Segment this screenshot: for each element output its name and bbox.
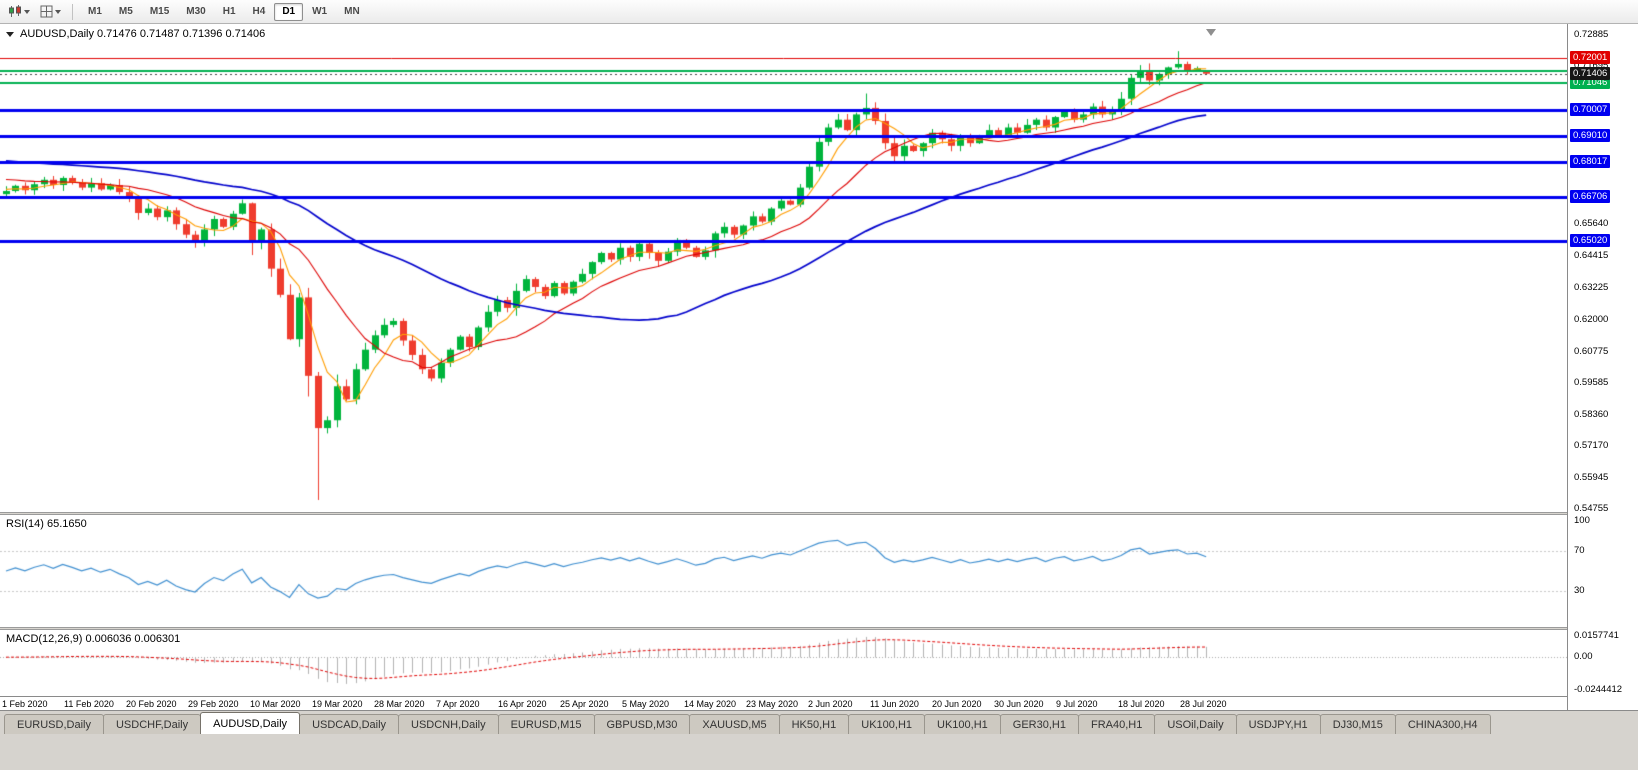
date-axis-label: 20 Feb 2020 (126, 699, 177, 709)
top-toolbar: M1 M5 M15 M30 H1 H4 D1 W1 MN (0, 0, 1638, 24)
price-axis-label: 0.71695 (1574, 60, 1609, 72)
date-axis-label: 10 Mar 2020 (250, 699, 301, 709)
candlestick-chart-icon (9, 5, 21, 17)
toolbar-separator (72, 3, 73, 20)
macd-indicator-label: MACD(12,26,9) 0.006036 0.006301 (6, 633, 181, 645)
date-axis-label: 29 Feb 2020 (188, 699, 239, 709)
tab-3-usdcad-daily[interactable]: USDCAD,Daily (299, 714, 400, 734)
tab-14-usdjpy-h1[interactable]: USDJPY,H1 (1235, 714, 1321, 734)
price-axis-label: 0.63225 (1574, 281, 1609, 293)
price-axis-label: 0.54755 (1574, 502, 1609, 514)
date-axis-label: 7 Apr 2020 (436, 699, 480, 709)
date-axis[interactable]: 1 Feb 2020 11 Feb 2020 20 Feb 2020 29 Feb 2… (0, 696, 1567, 710)
tab-2-audusd-daily[interactable]: AUDUSD,Daily (200, 712, 301, 734)
date-axis-label: 19 Mar 2020 (312, 699, 363, 709)
price-axis[interactable]: 0.72885 0.71695 0.65640 0.64415 0.63225 0.620… (1567, 24, 1638, 710)
date-axis-label: 20 Jun 2020 (932, 699, 982, 709)
price-axis-label: 0.60775 (1574, 345, 1609, 357)
price-axis-label: 0.59585 (1574, 376, 1609, 388)
price-level-badge: 0.68017 (1570, 155, 1611, 169)
tab-15-dj30-m15[interactable]: DJ30,M15 (1319, 714, 1396, 734)
chart-type-button[interactable] (4, 2, 34, 22)
tab-0-eurusd-daily[interactable]: EURUSD,Daily (4, 714, 104, 734)
price-axis-label: 0.55945 (1574, 471, 1609, 483)
price-level-badge: 0.66706 (1570, 189, 1611, 203)
timeframe-button-m5[interactable]: M5 (118, 6, 133, 17)
date-axis-label: 9 Jul 2020 (1056, 699, 1098, 709)
price-axis-label: 0.00 (1574, 651, 1593, 663)
date-axis-label: 5 May 2020 (622, 699, 670, 709)
price-axis-label: 30 (1574, 585, 1585, 596)
bottom-tab-bar: EURUSD,Daily USDCHF,Daily AUDUSD,Daily USDC… (0, 710, 1638, 734)
date-axis-label: 18 Jul 2020 (1118, 699, 1165, 709)
tab-9-uk100-h1[interactable]: UK100,H1 (848, 714, 926, 734)
tab-8-hk50-h1[interactable]: HK50,H1 (778, 714, 850, 734)
price-axis-label: 0.72885 (1574, 29, 1609, 41)
window-background (0, 734, 1638, 770)
tab-1-usdchf-daily[interactable]: USDCHF,Daily (102, 714, 202, 734)
panel-splitter-rsi[interactable] (0, 512, 1638, 515)
price-axis-label: 0.0157741 (1574, 630, 1619, 641)
tab-13-usoil-daily[interactable]: USOil,Daily (1154, 714, 1237, 734)
main-chart-canvas[interactable] (0, 24, 1567, 512)
price-level-badge: 0.70007 (1570, 103, 1611, 117)
timeframe-button-m1[interactable]: M1 (88, 6, 102, 17)
timeframe-button-d1[interactable]: D1 (274, 2, 304, 21)
date-axis-label: 23 May 2020 (746, 699, 799, 709)
price-axis-label: 100 (1574, 515, 1590, 526)
date-axis-label: 28 Jul 2020 (1180, 699, 1227, 709)
tab-7-xauusd-m5[interactable]: XAUUSD,M5 (689, 714, 780, 734)
caret-down-icon (24, 9, 30, 14)
tab-12-fra40-h1[interactable]: FRA40,H1 (1077, 714, 1156, 734)
timeframe-button-h1[interactable]: H1 (222, 6, 236, 17)
layout-grid-icon (40, 5, 53, 18)
timeframe-button-mn[interactable]: MN (344, 6, 360, 17)
chart-header: AUDUSD,Daily 0.71476 0.71487 0.71396 0.7… (6, 28, 265, 40)
rsi-indicator-label: RSI(14) 65.1650 (6, 518, 87, 530)
chart-layout-button[interactable] (36, 2, 65, 22)
price-axis-label: 0.58360 (1574, 408, 1609, 420)
price-level-badge: 0.69010 (1570, 129, 1611, 143)
macd-canvas[interactable] (0, 630, 1567, 696)
date-axis-label: 25 Apr 2020 (560, 699, 609, 709)
price-axis-label: 0.62000 (1574, 313, 1609, 325)
tab-16-china300-h4[interactable]: CHINA300,H4 (1394, 714, 1491, 734)
price-level-badge: 0.65020 (1570, 233, 1611, 247)
date-axis-label: 14 May 2020 (684, 699, 737, 709)
tab-5-eurusd-m15[interactable]: EURUSD,M15 (497, 714, 595, 734)
price-axis-label: 0.64415 (1574, 250, 1609, 262)
price-axis-label: 0.57170 (1574, 439, 1609, 451)
timeframe-button-h4[interactable]: H4 (252, 6, 266, 17)
chart-workspace: AUDUSD,Daily 0.71476 0.71487 0.71396 0.7… (0, 24, 1638, 710)
rsi-canvas[interactable] (0, 515, 1567, 627)
caret-down-icon (55, 9, 61, 14)
tab-10-uk100-h1[interactable]: UK100,H1 (924, 714, 1001, 734)
tab-4-usdcnh-daily[interactable]: USDCNH,Daily (398, 714, 499, 734)
chart-title-text: AUDUSD,Daily 0.71476 0.71487 0.71396 0.7… (20, 28, 266, 40)
date-axis-label: 30 Jun 2020 (994, 699, 1044, 709)
price-axis-label: -0.0244412 (1574, 684, 1623, 695)
price-axis-label: 70 (1574, 545, 1585, 556)
timeframe-button-m30[interactable]: M30 (186, 6, 206, 17)
price-level-badge: 0.71406 (1570, 66, 1611, 80)
date-axis-label: 1 Feb 2020 (2, 699, 48, 709)
date-axis-label: 16 Apr 2020 (498, 699, 547, 709)
tab-11-ger30-h1[interactable]: GER30,H1 (999, 714, 1079, 734)
collapse-chart-icon[interactable] (6, 31, 14, 37)
panel-splitter-macd[interactable] (0, 627, 1638, 630)
date-axis-label: 11 Feb 2020 (64, 699, 114, 709)
price-level-badge: 0.72001 (1570, 51, 1611, 65)
date-axis-label: 11 Jun 2020 (870, 699, 919, 709)
timeframe-buttons: M1 M5 M15 M30 H1 H4 D1 W1 MN (80, 2, 368, 21)
timeframe-button-m15[interactable]: M15 (149, 6, 170, 17)
date-axis-label: 28 Mar 2020 (374, 699, 425, 709)
tab-6-gbpusd-m30[interactable]: GBPUSD,M30 (593, 714, 691, 734)
chart-shift-marker[interactable] (1206, 29, 1216, 36)
date-axis-label: 2 Jun 2020 (808, 699, 853, 709)
price-axis-label: 0.65640 (1574, 218, 1609, 230)
timeframe-button-w1[interactable]: W1 (312, 6, 328, 17)
